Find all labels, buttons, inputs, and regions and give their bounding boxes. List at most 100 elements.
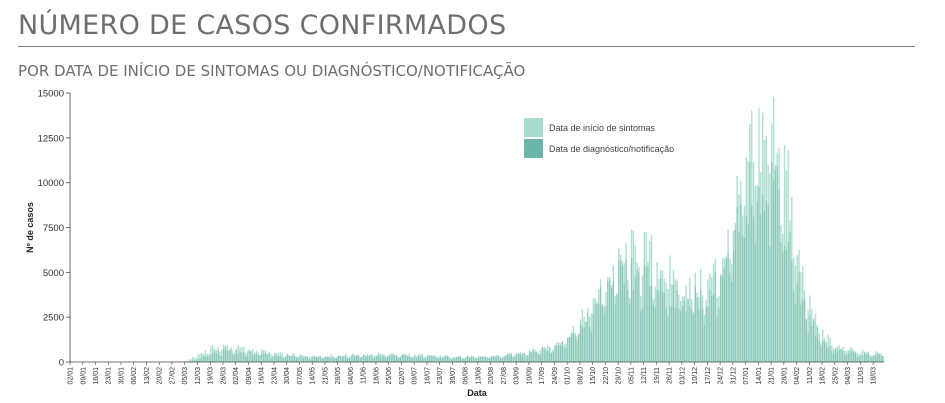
bar-diagnosis-day-400 xyxy=(798,272,800,362)
bar-diagnosis-day-403 xyxy=(803,298,806,362)
bar-diagnosis-day-272 xyxy=(565,343,567,362)
bar-diagnosis-day-186 xyxy=(408,356,411,362)
bar-diagnosis-day-386 xyxy=(772,180,775,362)
bar-diagnosis-day-169 xyxy=(377,354,380,362)
bar-diagnosis-day-344 xyxy=(696,297,698,362)
bar-diagnosis-day-96 xyxy=(244,356,247,362)
bar-diagnosis-day-313 xyxy=(639,311,642,362)
bar-diagnosis-day-285 xyxy=(588,326,591,362)
bar-diagnosis-day-286 xyxy=(590,332,593,362)
bar-diagnosis-day-158 xyxy=(357,355,360,362)
bar-diagnosis-day-436 xyxy=(863,352,866,362)
x-tick-label-22: 04/06 xyxy=(348,367,355,385)
bar-diagnosis-day-332 xyxy=(674,308,676,362)
bar-diagnosis-day-354 xyxy=(714,271,717,362)
bar-diagnosis-day-414 xyxy=(823,341,826,362)
bar-diagnosis-day-361 xyxy=(727,253,729,362)
bar-diagnosis-day-303 xyxy=(621,265,624,362)
bar-diagnosis-day-346 xyxy=(700,290,702,362)
bar-diagnosis-day-326 xyxy=(663,292,666,362)
bar-diagnosis-day-397 xyxy=(792,291,795,362)
bar-diagnosis-day-412 xyxy=(820,346,822,362)
bar-diagnosis-day-93 xyxy=(239,351,241,362)
bar-onset-day-69 xyxy=(195,357,198,362)
bar-diagnosis-day-319 xyxy=(650,285,653,362)
bar-diagnosis-day-86 xyxy=(226,351,228,362)
bar-diagnosis-day-444 xyxy=(878,353,880,362)
bar-diagnosis-day-408 xyxy=(812,320,815,362)
bar-diagnosis-day-445 xyxy=(880,356,882,362)
bar-diagnosis-day-360 xyxy=(725,258,727,362)
bar-diagnosis-day-142 xyxy=(328,356,330,362)
bar-diagnosis-day-185 xyxy=(406,356,409,362)
bar-diagnosis-day-90 xyxy=(233,353,236,362)
x-tick-label-20: 21/05 xyxy=(322,367,329,385)
x-tick-label-61: 04/03 xyxy=(845,367,852,385)
bar-diagnosis-day-220 xyxy=(470,357,472,362)
bar-diagnosis-day-103 xyxy=(257,355,259,362)
bar-diagnosis-day-270 xyxy=(561,341,564,362)
bar-diagnosis-day-259 xyxy=(541,346,544,362)
bar-diagnosis-day-382 xyxy=(765,200,767,362)
bar-diagnosis-day-68 xyxy=(193,360,196,362)
bar-diagnosis-day-146 xyxy=(335,358,338,362)
bar-diagnosis-day-102 xyxy=(255,354,258,362)
x-tick-label-34: 27/08 xyxy=(501,367,508,385)
bar-diagnosis-day-290 xyxy=(598,303,600,362)
bar-diagnosis-day-304 xyxy=(623,284,625,362)
bar-diagnosis-day-419 xyxy=(833,353,835,362)
bar-diagnosis-day-432 xyxy=(856,357,859,362)
bar-diagnosis-day-230 xyxy=(488,357,491,362)
x-tick-label-9: 05/03 xyxy=(182,367,189,385)
bar-diagnosis-day-92 xyxy=(237,353,239,362)
bar-diagnosis-day-391 xyxy=(782,252,784,362)
x-tick-label-13: 02/04 xyxy=(233,367,240,385)
bar-diagnosis-day-429 xyxy=(851,351,853,362)
bar-diagnosis-day-225 xyxy=(479,357,482,362)
x-tick-label-49: 10/12 xyxy=(692,367,699,385)
bar-diagnosis-day-336 xyxy=(681,306,684,362)
bar-diagnosis-day-144 xyxy=(332,356,334,362)
x-tick-label-35: 03/09 xyxy=(514,367,521,385)
x-tick-label-54: 14/01 xyxy=(756,367,763,385)
x-tick-label-7: 20/02 xyxy=(157,367,164,385)
bar-diagnosis-day-80 xyxy=(215,353,218,362)
bar-diagnosis-day-440 xyxy=(871,357,873,362)
bar-diagnosis-day-365 xyxy=(734,230,737,362)
bar-diagnosis-day-311 xyxy=(636,262,638,362)
bar-diagnosis-day-88 xyxy=(230,349,232,362)
bar-diagnosis-day-187 xyxy=(410,357,412,362)
bar-diagnosis-day-385 xyxy=(771,162,773,362)
bar-diagnosis-day-352 xyxy=(711,296,713,362)
bar-diagnosis-day-243 xyxy=(512,356,514,362)
bar-diagnosis-day-369 xyxy=(741,235,744,362)
bar-diagnosis-day-236 xyxy=(499,358,502,362)
bar-diagnosis-day-260 xyxy=(543,346,545,362)
bar-diagnosis-day-413 xyxy=(822,340,824,362)
bar-diagnosis-day-277 xyxy=(574,334,576,362)
bar-diagnosis-day-342 xyxy=(692,314,695,362)
bar-diagnosis-day-166 xyxy=(372,357,374,362)
bar-diagnosis-day-223 xyxy=(476,358,478,362)
bar-diagnosis-day-276 xyxy=(572,333,574,362)
bar-diagnosis-day-246 xyxy=(517,353,520,362)
bars-diagnosis-series xyxy=(186,161,884,362)
bar-diagnosis-day-100 xyxy=(252,355,254,362)
bar-diagnosis-day-315 xyxy=(643,265,645,362)
bar-diagnosis-day-163 xyxy=(366,356,369,362)
bar-diagnosis-day-250 xyxy=(525,355,527,362)
bar-diagnosis-day-280 xyxy=(579,324,582,362)
bar-diagnosis-day-316 xyxy=(645,267,647,362)
bar-diagnosis-day-133 xyxy=(312,357,314,362)
bar-diagnosis-day-216 xyxy=(463,358,465,362)
bar-diagnosis-day-283 xyxy=(585,321,587,362)
x-tick-label-0: 02/01 xyxy=(68,367,75,385)
bar-diagnosis-day-331 xyxy=(672,284,675,362)
y-tick-label-0: 0 xyxy=(59,358,64,369)
bar-diagnosis-day-392 xyxy=(783,246,786,362)
bar-diagnosis-day-302 xyxy=(619,260,622,362)
bar-diagnosis-day-240 xyxy=(507,354,509,362)
bar-diagnosis-day-377 xyxy=(756,201,758,362)
bar-diagnosis-day-183 xyxy=(403,354,405,362)
bar-diagnosis-day-232 xyxy=(492,356,494,362)
